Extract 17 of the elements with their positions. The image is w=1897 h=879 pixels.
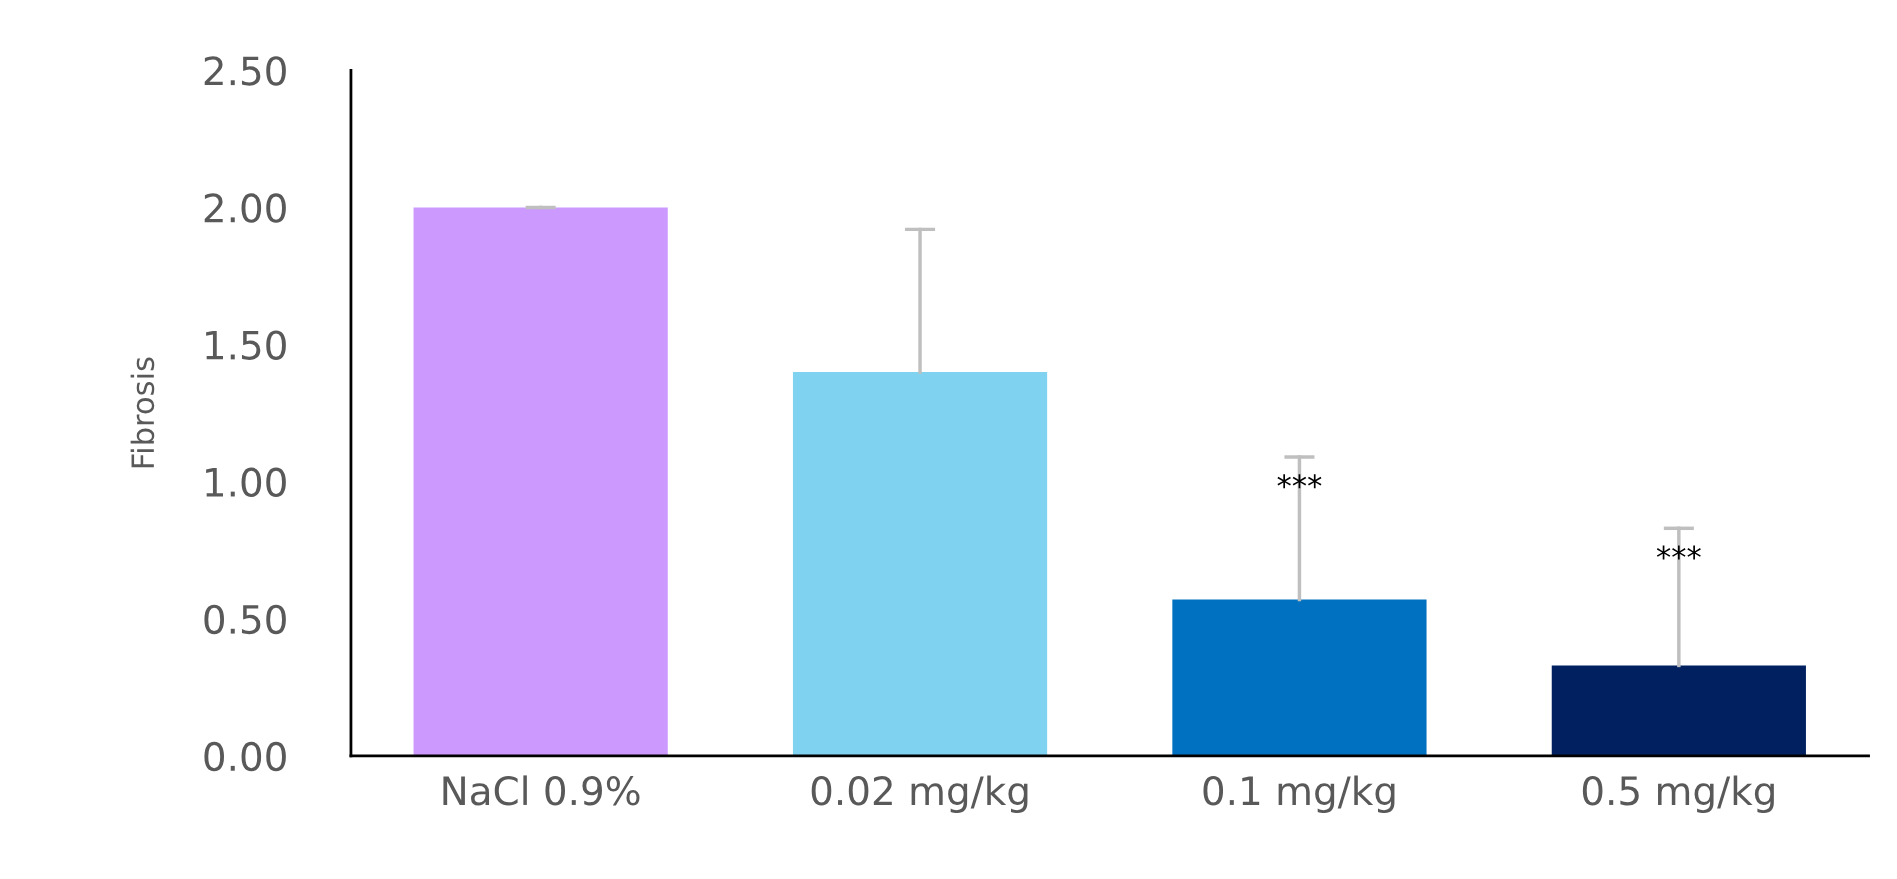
y-axis-title: Fibrosis xyxy=(130,357,155,468)
y-tick-label: 2.00 xyxy=(204,193,286,223)
y-tick-label: 2.50 xyxy=(204,56,286,86)
bar xyxy=(413,207,668,756)
annotation: *** xyxy=(1656,545,1701,560)
x-tick-label: 0.02 mg/kg xyxy=(811,775,1028,814)
annotation: *** xyxy=(1277,474,1322,489)
bar xyxy=(792,371,1048,756)
y-tick-label: 1.50 xyxy=(206,330,286,360)
bar xyxy=(1172,599,1427,756)
x-tick-label: 0.1 mg/kg xyxy=(1203,775,1395,814)
bar xyxy=(1551,665,1806,756)
y-tick-label: 0.50 xyxy=(204,604,286,635)
x-tick-label: NaCl 0.9% xyxy=(443,775,640,806)
x-tick-label: 0.5 mg/kg xyxy=(1582,775,1774,814)
y-tick-label: 1.00 xyxy=(206,467,286,498)
y-tick-label: 0.00 xyxy=(204,741,286,772)
